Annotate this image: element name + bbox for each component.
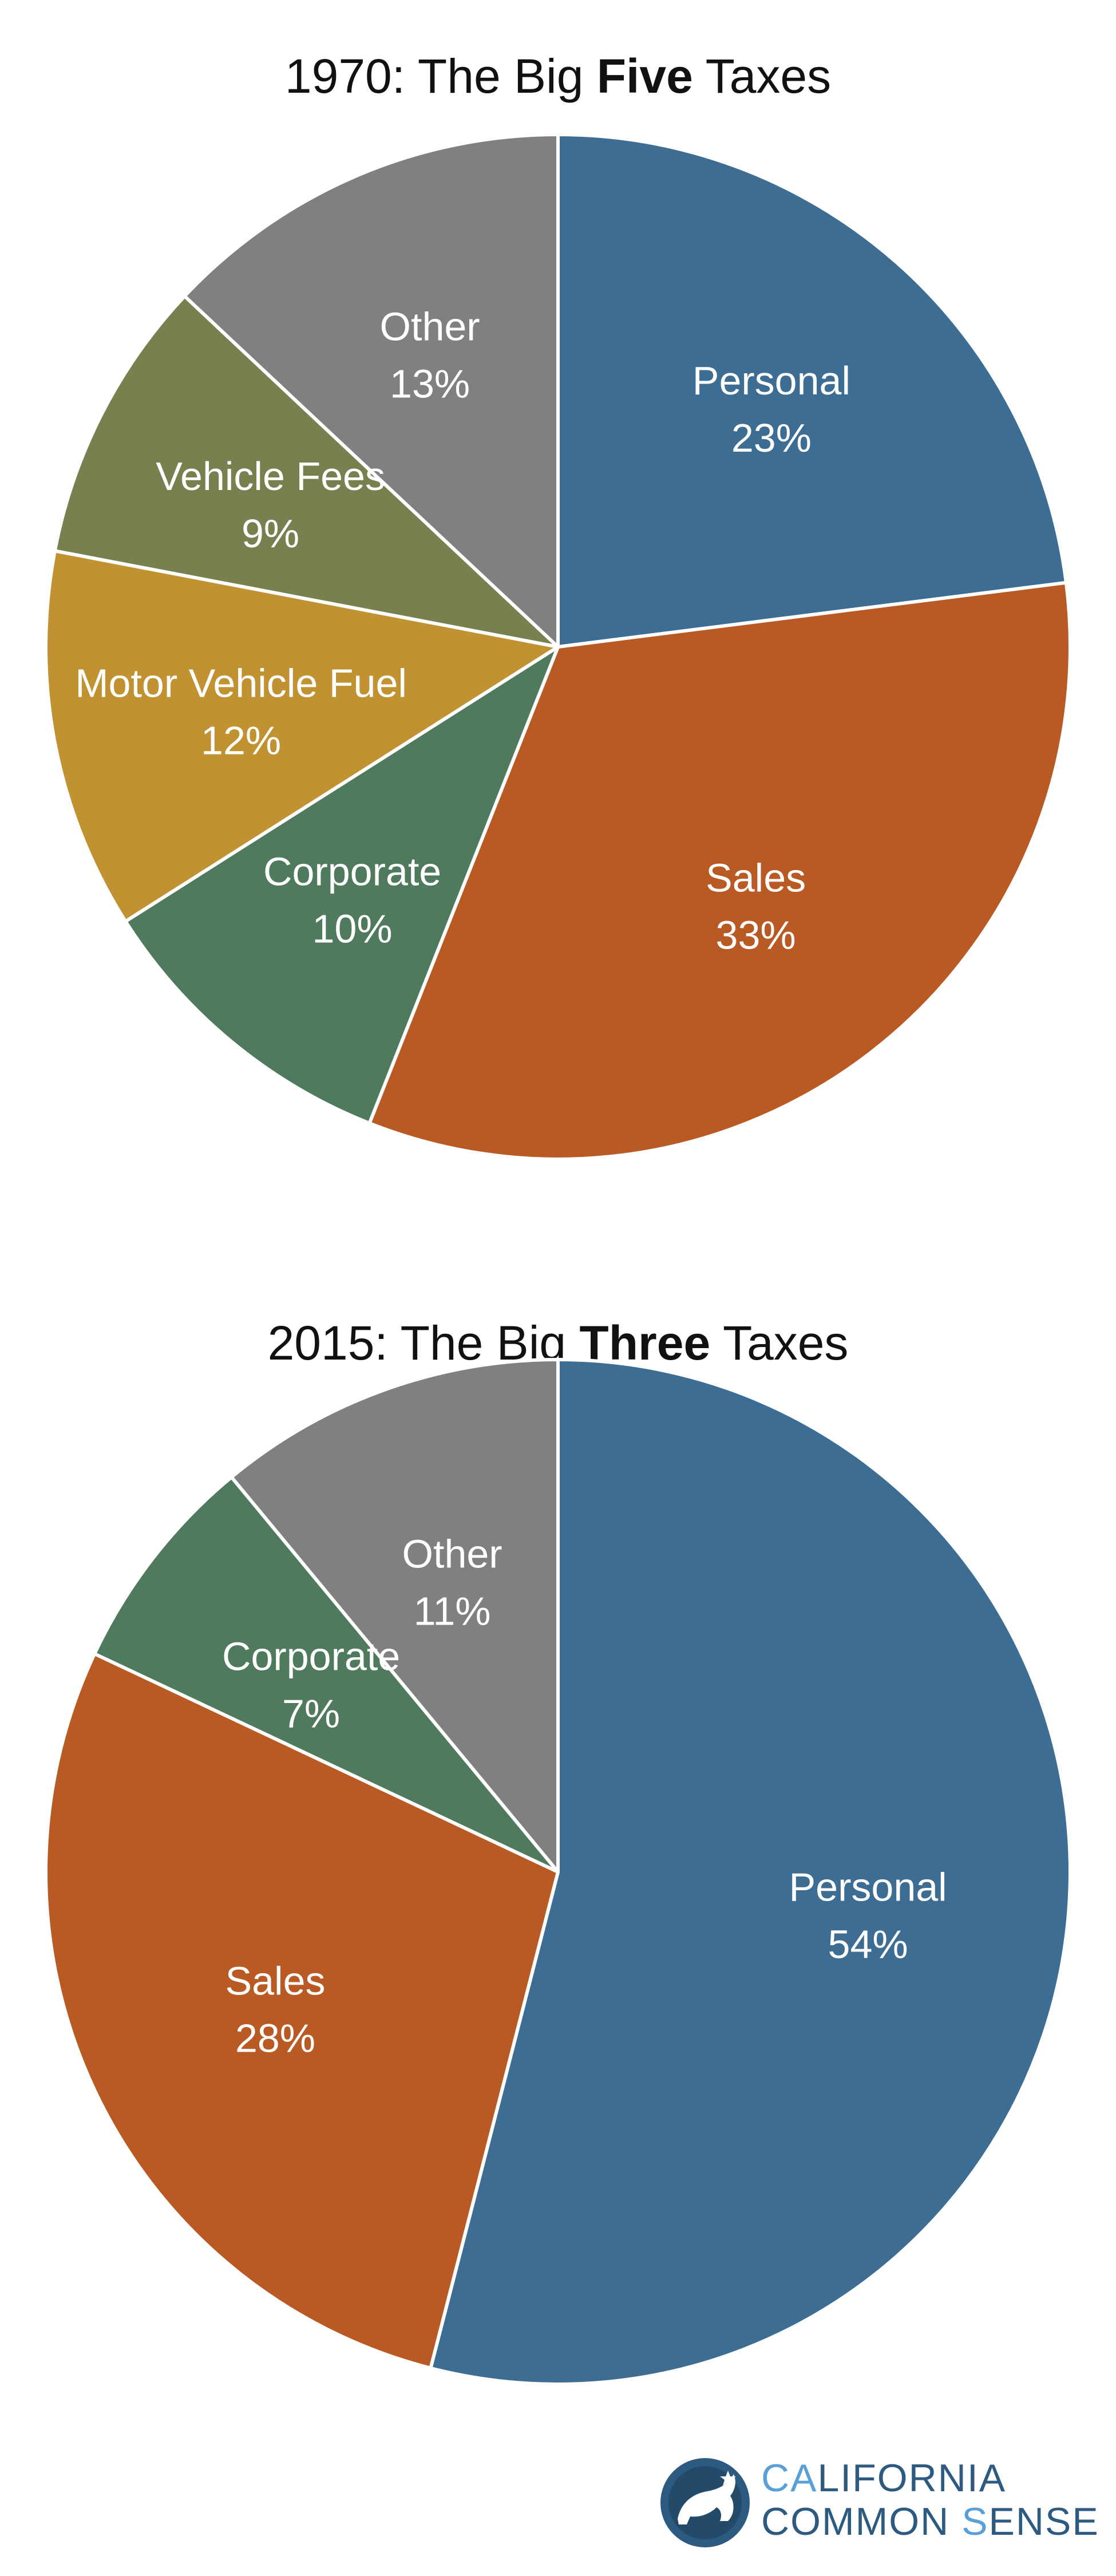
pie-slice-1970-other [183,133,560,649]
pie-slice-2015-corporate [93,1475,560,1874]
slice-value-2015-personal: 54% [828,1922,908,1966]
slice-label-2015-sales: Sales [225,1959,325,2004]
slice-label-2015-personal: Personal [789,1864,947,1909]
chart-title-1970: 1970: The Big Five Taxes [285,49,831,103]
pie-slice-1970-personal [556,133,1068,649]
pie-chart-2015: 2015: The Big Three Taxes Personal54%Sal… [44,1316,1072,2386]
pie-slices-1970 [43,133,1072,1161]
slice-value-2015-other: 11% [414,1589,491,1633]
pie-labels-2015: Personal 54% Sales 28% Corporate 7% Other 11% [222,1531,947,2060]
slice-value-1970-personal: 23% [731,416,812,460]
slice-label-1970-vehicle-fees: Vehicle Fees [156,454,385,499]
pie-slice-1970-motor-vehicle-fuel [43,549,560,923]
slice-value-1970-sales: 33% [716,913,796,958]
pie-slice-2015-sales [44,1652,560,2370]
pie-slice-2015-other [229,1358,560,1874]
pie-slice-1970-sales [367,580,1072,1161]
slice-value-1970-vehicle-fees: 9% [242,511,299,556]
california-common-sense-logo: CALIFORNIA COMMON SENSE [660,2456,1099,2547]
slice-label-1970-other: Other [380,305,480,349]
slice-value-1970-motor-vehicle-fuel: 12% [201,718,281,763]
pie-chart-1970: 1970: The Big Five Taxes Personal 23% Sale… [43,49,1072,1161]
slice-label-1970-personal: Personal [692,358,850,403]
slice-value-1970-other: 13% [390,362,470,406]
slice-label-1970-corporate: Corporate [263,850,441,894]
pie-slice-1970-vehicle-fees [53,294,560,649]
pie-slice-2015-personal [429,1358,1072,2386]
bear-icon [660,2458,750,2547]
slice-label-2015-other: Other [402,1531,502,1576]
logo-line-1: CALIFORNIA [761,2456,1006,2500]
slice-label-1970-sales: Sales [706,856,806,900]
pie-slice-1970-corporate [124,645,560,1125]
pie-labels-1970: Personal 23% Sales 33% Corporate 10% Motor Veh… [75,305,850,958]
logo-line-2: COMMON SENSE [761,2500,1099,2543]
slice-value-1970-corporate: 10% [312,907,393,951]
slice-label-1970-motor-vehicle-fuel: Motor Vehicle Fuel [75,661,407,706]
slice-value-2015-sales: 28% [235,2016,315,2061]
pie-slices-2015 [44,1358,1072,2386]
slice-value-2015-corporate: 7% [282,1691,340,1736]
slice-label-2015-corporate: Corporate [222,1634,400,1678]
